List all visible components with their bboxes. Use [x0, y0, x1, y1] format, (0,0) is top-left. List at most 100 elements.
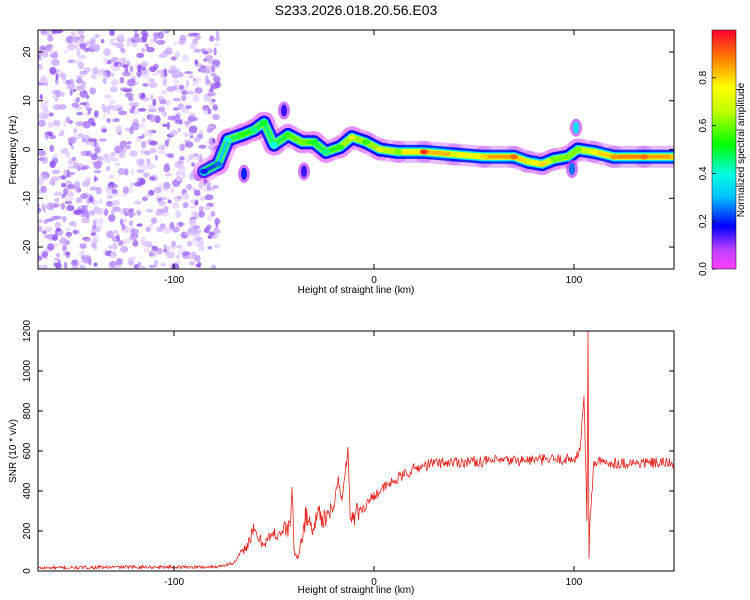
noise-speckle: [132, 240, 139, 247]
noise-speckle: [184, 141, 194, 148]
noise-speckle: [38, 207, 42, 213]
bottom-y-tick-label: 400: [22, 482, 33, 499]
secondary-blob: [241, 167, 247, 180]
noise-speckle: [43, 205, 47, 214]
noise-speckle: [106, 230, 114, 239]
noise-speckle: [157, 69, 165, 75]
noise-speckle: [148, 78, 152, 82]
noise-speckle: [156, 226, 163, 233]
ridge-point: [214, 161, 222, 167]
noise-speckle: [77, 75, 82, 84]
noise-speckle: [109, 86, 118, 93]
noise-speckle: [188, 32, 198, 37]
ridge-point: [538, 161, 546, 167]
noise-speckle: [160, 90, 168, 95]
noise-speckle: [149, 223, 154, 228]
noise-speckle: [89, 196, 94, 203]
noise-speckle: [110, 203, 115, 208]
noise-speckle: [105, 186, 114, 190]
noise-speckle: [149, 66, 157, 72]
ridge-point: [200, 168, 208, 174]
noise-speckle: [155, 210, 162, 216]
noise-speckle: [65, 251, 70, 259]
noise-speckle: [99, 217, 104, 225]
noise-speckle: [100, 39, 105, 44]
noise-speckle: [153, 186, 162, 194]
noise-speckle: [123, 168, 129, 176]
noise-speckle: [65, 196, 74, 202]
noise-speckle: [138, 108, 147, 112]
noise-speckle: [137, 265, 146, 269]
noise-speckle: [185, 104, 192, 110]
noise-speckle: [129, 181, 135, 188]
noise-speckle: [113, 265, 117, 269]
noise-speckle: [149, 250, 156, 255]
noise-speckle: [138, 135, 144, 139]
noise-speckle: [185, 156, 191, 164]
noise-speckle: [214, 36, 221, 42]
noise-speckle: [212, 138, 216, 144]
noise-speckle: [102, 107, 108, 113]
noise-speckle: [95, 224, 103, 230]
noise-speckle: [198, 210, 205, 218]
noise-speckle: [129, 87, 133, 92]
top-x-axis-label: Height of straight line (km): [298, 285, 415, 296]
noise-speckle: [66, 205, 75, 211]
noise-speckle: [38, 82, 45, 86]
noise-speckle: [207, 92, 216, 97]
noise-layer: [38, 30, 222, 269]
ridge-point: [394, 149, 402, 155]
noise-speckle: [183, 120, 192, 126]
noise-speckle: [52, 119, 61, 127]
noise-speckle: [70, 31, 76, 38]
noise-speckle: [76, 96, 80, 103]
noise-speckle: [78, 61, 85, 70]
bottom-y-tick-label: 600: [22, 442, 33, 459]
noise-speckle: [148, 264, 157, 268]
noise-speckle: [115, 42, 125, 49]
noise-speckle: [166, 121, 170, 130]
noise-speckle: [129, 150, 138, 157]
noise-speckle: [146, 158, 151, 165]
noise-speckle: [52, 192, 59, 196]
noise-speckle: [107, 157, 111, 165]
noise-speckle: [142, 164, 150, 170]
noise-speckle: [52, 154, 59, 158]
noise-speckle: [208, 88, 214, 93]
noise-speckle: [89, 87, 96, 95]
noise-speckle: [151, 245, 159, 252]
noise-speckle: [166, 251, 175, 259]
noise-speckle: [76, 111, 83, 116]
ridge-point: [362, 139, 370, 145]
bottom-y-axis: 0 200 400 600 800 1000 1200: [22, 319, 674, 574]
noise-speckle: [38, 119, 46, 127]
noise-speckle: [38, 225, 43, 233]
noise-speckle: [172, 107, 180, 111]
noise-speckle: [171, 263, 180, 269]
noise-speckle: [74, 181, 81, 189]
noise-speckle: [139, 123, 146, 128]
ridge-point: [224, 137, 232, 143]
ridge-point: [640, 154, 648, 160]
noise-speckle: [110, 151, 117, 157]
noise-speckle: [165, 47, 173, 55]
noise-speckle: [150, 93, 154, 101]
noise-speckle: [74, 209, 82, 216]
ridge-point: [524, 159, 532, 165]
noise-speckle: [67, 59, 76, 64]
noise-speckle: [197, 239, 205, 247]
noise-speckle: [64, 200, 73, 205]
noise-speckle: [209, 35, 215, 42]
noise-speckle: [193, 136, 201, 143]
top-x-tick-label: -100: [164, 275, 184, 286]
noise-speckle: [152, 98, 157, 107]
noise-speckle: [188, 112, 196, 117]
noise-speckle: [163, 68, 168, 77]
noise-speckle: [108, 245, 113, 249]
ridge-point: [250, 127, 258, 133]
noise-speckle: [92, 206, 101, 214]
noise-speckle: [66, 191, 75, 197]
noise-speckle: [131, 233, 138, 241]
noise-speckle: [120, 245, 129, 253]
noise-speckle: [38, 264, 44, 269]
